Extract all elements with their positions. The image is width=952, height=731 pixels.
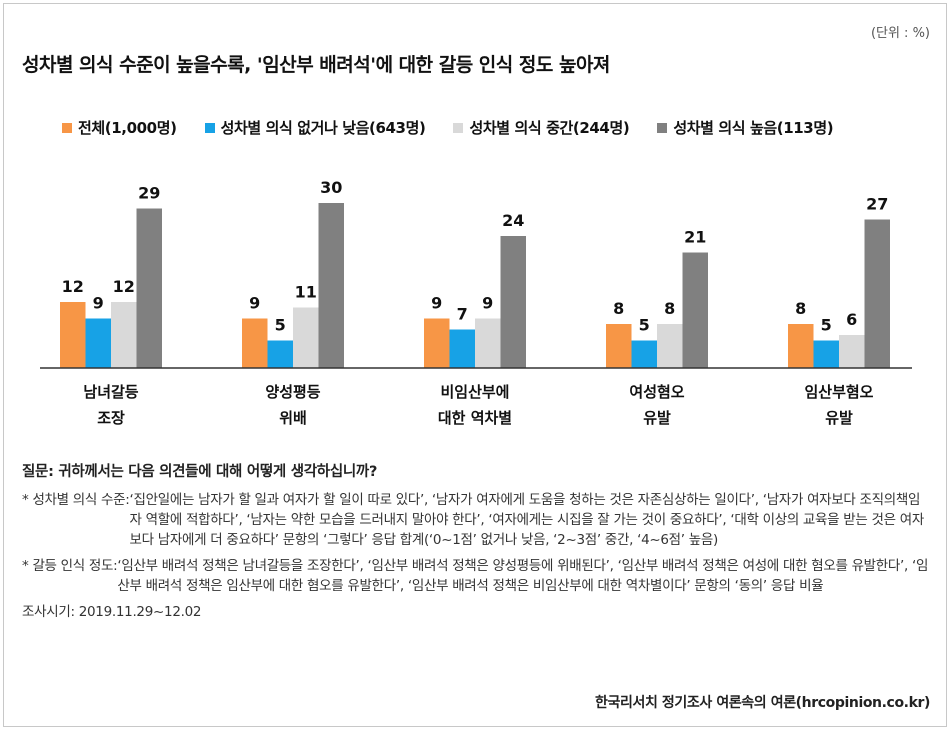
- bar: [788, 324, 814, 368]
- legend-swatch: [453, 122, 464, 133]
- legend-label: 성차별 의식 중간(244명): [469, 119, 630, 137]
- category-label: 양성평등: [265, 383, 320, 401]
- data-label: 5: [821, 316, 832, 335]
- category-label: 조장: [97, 409, 125, 427]
- category-label: 위배: [279, 409, 307, 427]
- chart-title: 성차별 의식 수준이 높을수록, '임산부 배려석'에 대한 갈등 인식 정도 …: [22, 54, 610, 76]
- data-label: 8: [613, 299, 624, 318]
- category-label: 유발: [825, 409, 853, 427]
- chart-frame: [3, 3, 947, 727]
- data-label: 29: [138, 184, 160, 203]
- bar: [657, 324, 683, 368]
- category-label: 비임산부에: [440, 383, 509, 401]
- legend-label: 성차별 의식 없거나 낮음(643명): [220, 119, 426, 137]
- legend: 전체(1,000명) 성차별 의식 없거나 낮음(643명) 성차별 의식 중간(2…: [62, 117, 834, 138]
- bar: [318, 203, 344, 368]
- data-label: 27: [866, 195, 888, 214]
- data-label: 8: [795, 299, 806, 318]
- legend-item: 성차별 의식 중간(244명): [453, 117, 630, 138]
- source-credit: 한국리서치 정기조사 여론속의 여론(hrcopinion.co.kr): [595, 695, 930, 711]
- data-label: 8: [664, 299, 675, 318]
- category-label: 대한 역차별: [438, 409, 512, 427]
- bar: [813, 340, 839, 368]
- bar: [242, 318, 268, 368]
- bar: [136, 208, 162, 368]
- data-label: 9: [431, 294, 442, 313]
- data-label: 30: [320, 178, 342, 197]
- data-label: 9: [93, 294, 104, 313]
- note-item: * 갈등 인식 정도: ‘임산부 배려석 정책은 남녀갈등을 조장한다’, ‘임…: [22, 556, 932, 596]
- legend-swatch: [204, 122, 215, 133]
- legend-swatch: [657, 122, 668, 133]
- data-label: 7: [457, 305, 468, 324]
- data-label: 12: [62, 277, 84, 296]
- data-label: 5: [275, 316, 286, 335]
- bar: [449, 329, 475, 368]
- bar: [424, 318, 450, 368]
- question-text: 질문: 귀하께서는 다음 의견들에 대해 어떻게 생각하십니까?: [22, 464, 378, 480]
- legend-item: 성차별 의식 높음(113명): [657, 117, 834, 138]
- bar: [500, 236, 526, 368]
- data-label: 12: [113, 277, 135, 296]
- note-body: ‘집안일에는 남자가 할 일과 여자가 할 일이 따로 있다’, ‘남자가 여자…: [129, 492, 925, 548]
- bar: [293, 307, 319, 368]
- data-label: 5: [639, 316, 650, 335]
- data-label: 11: [295, 283, 317, 302]
- legend-label: 성차별 의식 높음(113명): [673, 119, 834, 137]
- data-label: 6: [846, 310, 857, 329]
- bar: [682, 252, 708, 368]
- notes: 질문: 귀하께서는 다음 의견들에 대해 어떻게 생각하십니까? * 성차별 의…: [22, 462, 932, 622]
- legend-item: 전체(1,000명): [62, 117, 177, 138]
- bar: [864, 219, 890, 368]
- bar: [111, 302, 137, 368]
- bar: [606, 324, 632, 368]
- legend-label: 전체(1,000명): [78, 119, 177, 137]
- data-label: 9: [249, 294, 260, 313]
- note-body: ‘임산부 배려석 정책은 남녀갈등을 조장한다’, ‘임산부 배려석 정책은 양…: [117, 558, 929, 594]
- data-label: 24: [502, 211, 524, 230]
- bar: [60, 302, 86, 368]
- category-label: 여성혐오: [629, 383, 684, 401]
- bar: [267, 340, 293, 368]
- legend-swatch: [62, 122, 72, 133]
- bar: [631, 340, 657, 368]
- bar: [839, 335, 865, 368]
- category-label: 남녀갈등: [83, 383, 138, 401]
- survey-period: 조사시기: 2019.11.29~12.02: [22, 604, 202, 620]
- bar: [475, 318, 501, 368]
- note-label: * 성차별 의식 수준:: [22, 492, 130, 508]
- category-label: 임산부혐오: [804, 383, 873, 401]
- data-label: 9: [482, 294, 493, 313]
- data-label: 21: [684, 228, 706, 247]
- category-label: 유발: [643, 409, 671, 427]
- bar: [85, 318, 111, 368]
- note-item: * 성차별 의식 수준: ‘집안일에는 남자가 할 일과 여자가 할 일이 따로…: [22, 490, 932, 550]
- unit-label: (단위 : %): [870, 26, 930, 41]
- note-label: * 갈등 인식 정도:: [22, 558, 118, 574]
- legend-item: 성차별 의식 없거나 낮음(643명): [204, 117, 426, 138]
